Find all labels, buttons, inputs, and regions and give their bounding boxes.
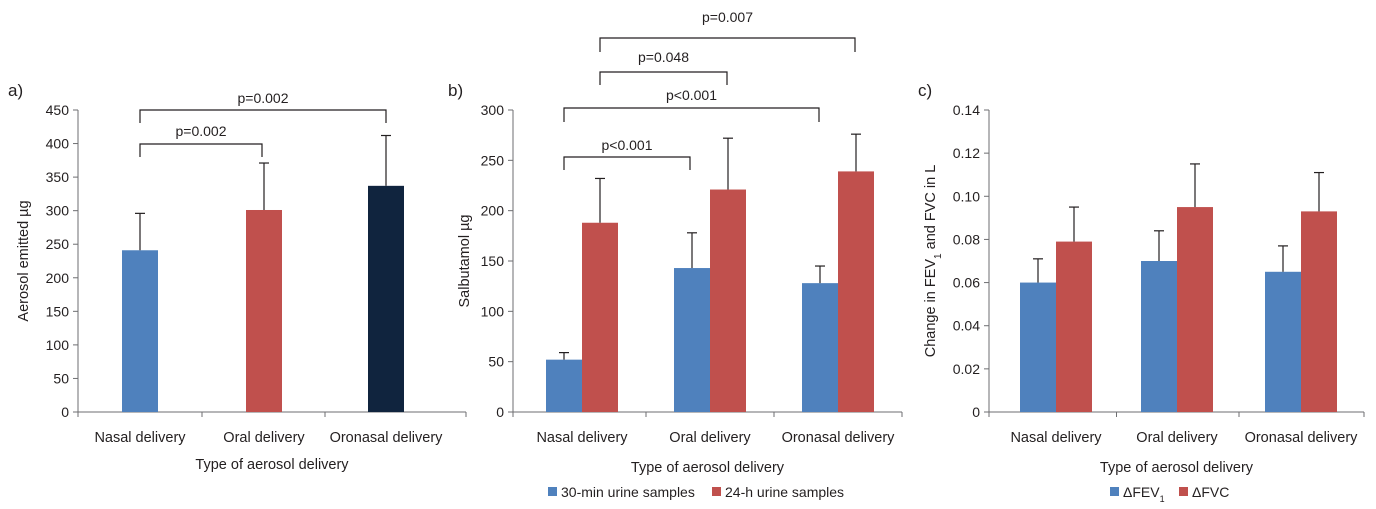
p-value-label: p<0.001 <box>666 87 717 103</box>
y-tick-label: 150 <box>481 253 505 269</box>
y-tick-label: 50 <box>488 354 504 370</box>
y-tick-label: 450 <box>46 102 70 118</box>
legend-swatch <box>1110 487 1119 496</box>
p-value-label: p<0.001 <box>602 137 653 153</box>
bar <box>246 209 282 412</box>
x-tick-label: Oral delivery <box>1136 430 1218 446</box>
y-axis-title: Change in FEV1 and FVC in L <box>923 165 944 358</box>
bar <box>1177 207 1213 412</box>
y-tick-label: 350 <box>46 169 70 185</box>
bar <box>1141 261 1177 412</box>
x-tick-label: Oronasal delivery <box>330 430 444 446</box>
legend: 30-min urine samples 24-h urine samples <box>548 484 844 500</box>
x-tick-label: Oronasal delivery <box>1245 430 1359 446</box>
panel-label: a) <box>8 81 23 100</box>
y-tick-label: 100 <box>46 337 70 353</box>
bar <box>1056 241 1092 412</box>
y-tick-label: 0 <box>972 404 980 420</box>
y-axis-title: Salbutamol µg <box>457 215 473 308</box>
y-tick-label: 200 <box>481 203 505 219</box>
significance-bracket <box>599 71 728 85</box>
legend-swatch <box>1179 487 1188 496</box>
chart-panel-c: c) 0 0.02 0.04 0.06 0.08 0.10 0.12 0.14 Nasal del… <box>918 81 1365 504</box>
x-axis-title: Type of aerosol delivery <box>195 457 349 473</box>
y-axis-title: Aerosol emitted µg <box>16 200 32 321</box>
x-tick-label: Nasal delivery <box>1010 430 1102 446</box>
panel-label: c) <box>918 81 932 100</box>
legend-label-text: ΔFEV <box>1123 484 1160 500</box>
p-value-label: p=0.002 <box>176 123 227 139</box>
legend: ΔFEV1 ΔFVC <box>1110 484 1229 504</box>
bar <box>122 250 158 412</box>
y-tick-label: 0.12 <box>953 145 980 161</box>
y-tick-label: 150 <box>46 303 70 319</box>
x-tick-label: Oronasal delivery <box>782 430 896 446</box>
y-tick-label: 0.08 <box>953 231 980 247</box>
bar <box>368 185 404 412</box>
x-tick-label: Oral delivery <box>669 430 751 446</box>
significance-bracket <box>563 107 820 122</box>
y-axis-title-part: Change in FEV <box>923 259 939 358</box>
legend-label: ΔFVC <box>1192 484 1229 500</box>
significance-bracket <box>563 156 691 170</box>
bar <box>582 222 618 412</box>
bar <box>1265 271 1301 412</box>
chart-panel-b: b) 0 50 100 150 200 250 300 Nasal delivery Oral d… <box>448 9 903 500</box>
x-tick-label: Nasal delivery <box>536 430 628 446</box>
y-tick-label: 50 <box>53 370 69 386</box>
significance-bracket <box>599 37 856 52</box>
y-tick-label: 300 <box>481 102 505 118</box>
legend-label: ΔFEV1 <box>1123 484 1165 504</box>
x-axis-title: Type of aerosol delivery <box>1100 460 1254 476</box>
x-tick-label: Oral delivery <box>223 430 305 446</box>
bar <box>674 268 710 412</box>
bar <box>838 171 874 412</box>
y-axis-title-part: and FVC in L <box>923 165 939 254</box>
legend-swatch <box>548 487 557 496</box>
panel-label: b) <box>448 81 463 100</box>
y-tick-label: 250 <box>481 152 505 168</box>
bar <box>546 359 582 412</box>
y-tick-label: 300 <box>46 203 70 219</box>
bar <box>1020 282 1056 412</box>
y-axis-title-subscript: 1 <box>933 253 944 259</box>
bar <box>1301 211 1337 412</box>
p-value-label: p=0.002 <box>238 90 289 106</box>
y-tick-label: 0.02 <box>953 361 980 377</box>
significance-bracket <box>139 143 263 157</box>
legend-swatch <box>712 487 721 496</box>
x-tick-label: Nasal delivery <box>94 430 186 446</box>
y-tick-label: 250 <box>46 236 70 252</box>
chart-panel-a: a) 0 50 100 150 200 250 300 350 400 450 Nasal deliv… <box>8 81 467 473</box>
significance-bracket <box>139 109 387 123</box>
legend-label: 24-h urine samples <box>725 484 844 500</box>
bar <box>802 283 838 412</box>
y-tick-label: 400 <box>46 136 70 152</box>
y-tick-label: 0 <box>61 404 69 420</box>
legend-label-subscript: 1 <box>1160 494 1165 504</box>
y-tick-label: 100 <box>481 303 505 319</box>
y-tick-label: 0.10 <box>953 188 980 204</box>
legend-label: 30-min urine samples <box>561 484 695 500</box>
p-value-label: p=0.007 <box>702 9 753 25</box>
bar <box>710 189 746 412</box>
x-axis-title: Type of aerosol delivery <box>631 460 785 476</box>
y-tick-label: 0.14 <box>953 102 980 118</box>
y-tick-label: 0.06 <box>953 275 980 291</box>
y-tick-label: 0 <box>496 404 504 420</box>
p-value-label: p=0.048 <box>638 49 689 65</box>
y-tick-label: 200 <box>46 270 70 286</box>
y-tick-label: 0.04 <box>953 318 980 334</box>
legend-label-text: ΔFVC <box>1192 484 1229 500</box>
legend-label-text: 24-h urine samples <box>725 484 844 500</box>
legend-label-text: 30-min urine samples <box>561 484 695 500</box>
